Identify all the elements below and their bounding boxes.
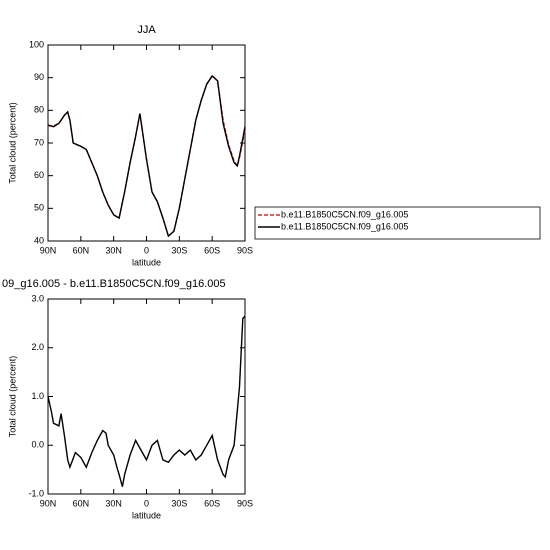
y-axis-label: Total cloud (percent) [7, 102, 17, 184]
plot-frame [47, 44, 246, 242]
x-tick-label: 0 [144, 245, 149, 255]
y-tick-label: 80 [34, 105, 44, 115]
legend-box [254, 206, 541, 240]
x-tick-label: 60N [73, 498, 90, 508]
y-tick-label: 2.0 [31, 342, 44, 352]
series-line [47, 315, 246, 487]
y-tick-label: -1.0 [28, 488, 44, 498]
x-tick-label: 90N [40, 498, 57, 508]
x-tick-label: 90S [237, 245, 253, 255]
x-tick-label: 60N [73, 245, 90, 255]
chart-title: 09_g16.005 - b.e11.B1850C5CN.f09_g16.005 [2, 278, 226, 290]
x-tick-label: 0 [144, 498, 149, 508]
series-line [47, 74, 246, 238]
x-axis-label: latitude [132, 510, 161, 520]
y-tick-label: 100 [29, 39, 44, 49]
x-axis-label: latitude [132, 257, 161, 267]
x-tick-label: 30S [171, 498, 187, 508]
x-tick-label: 30N [105, 245, 122, 255]
chart-title: JJA [137, 24, 156, 36]
legend-label: b.e11.B1850C5CN.f09_g16.005 [281, 209, 408, 219]
x-tick-label: 30N [105, 498, 122, 508]
y-tick-label: 60 [34, 170, 44, 180]
y-tick-label: 0.0 [31, 440, 44, 450]
plot-frame [47, 298, 246, 495]
x-tick-label: 60S [204, 245, 220, 255]
y-tick-label: 3.0 [31, 293, 44, 303]
y-tick-label: 40 [34, 235, 44, 245]
y-tick-label: 90 [34, 72, 44, 82]
x-tick-label: 90S [237, 498, 253, 508]
x-tick-label: 90N [40, 245, 57, 255]
legend-label: b.e11.B1850C5CN.f09_g16.005 [281, 221, 408, 231]
x-tick-label: 60S [204, 498, 220, 508]
y-tick-label: 70 [34, 137, 44, 147]
y-axis-label: Total cloud (percent) [7, 356, 17, 438]
x-tick-label: 30S [171, 245, 187, 255]
y-tick-label: 50 [34, 203, 44, 213]
y-tick-label: 1.0 [31, 391, 44, 401]
